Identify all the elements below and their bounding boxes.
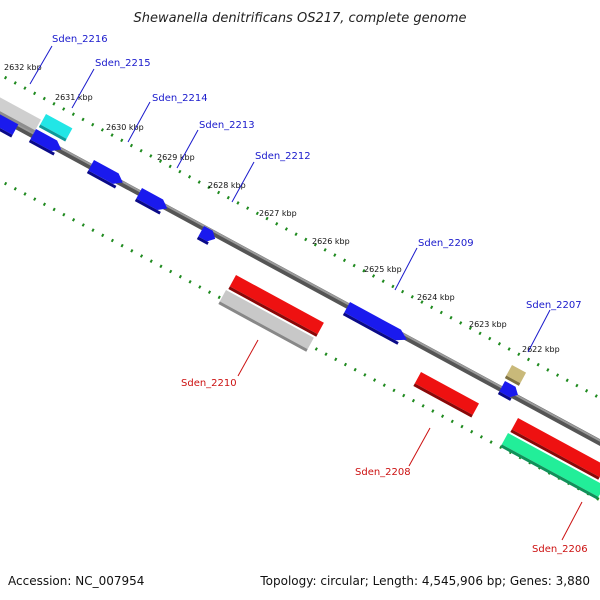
kbp-label: 2625 kbp — [364, 265, 402, 274]
outer-tick-row — [0, 72, 600, 398]
accession-text: Accession: NC_007954 — [8, 574, 144, 588]
leader-line — [128, 102, 150, 142]
gene-label-sden-2207[interactable]: Sden_2207 — [526, 300, 582, 311]
leader-line — [562, 502, 582, 540]
gene-blue-2[interactable] — [87, 160, 126, 190]
kbp-label: 2629 kbp — [157, 153, 195, 162]
gene-label-sden-2206[interactable]: Sden_2206 — [532, 544, 588, 555]
kbp-label: 2627 kbp — [259, 209, 297, 218]
gene-label-sden-2210[interactable]: Sden_2210 — [181, 378, 237, 389]
gene-label-sden-2215[interactable]: Sden_2215 — [95, 58, 151, 69]
gene-label-sden-2214[interactable]: Sden_2214 — [152, 93, 208, 104]
gene-label-sden-2209[interactable]: Sden_2209 — [418, 238, 474, 249]
leader-line — [72, 69, 94, 108]
gene-label-sden-2216[interactable]: Sden_2216 — [52, 34, 108, 45]
gene-label-sden-2212[interactable]: Sden_2212 — [255, 151, 311, 162]
genome-map: Shewanella denitrificans OS217, complete… — [0, 0, 600, 600]
gene-red-2[interactable] — [413, 372, 479, 418]
kbp-label: 2632 kbp — [4, 63, 42, 72]
kbp-label: 2623 kbp — [469, 320, 507, 329]
leader-line — [177, 130, 198, 168]
gene-blue-5[interactable] — [343, 302, 410, 348]
genome-summary-text: Topology: circular; Length: 4,545,906 bp… — [259, 574, 590, 588]
map-title: Shewanella denitrificans OS217, complete… — [134, 11, 467, 26]
forward-gene-labels: Sden_2216 Sden_2215 Sden_2214 Sden_2213 … — [30, 34, 582, 352]
leader-line — [238, 340, 258, 376]
kbp-label: 2628 kbp — [208, 181, 246, 190]
kbp-label: 2622 kbp — [522, 345, 560, 354]
kbp-label: 2626 kbp — [312, 237, 350, 246]
gene-label-sden-2213[interactable]: Sden_2213 — [199, 120, 255, 131]
leader-line — [409, 428, 430, 466]
kbp-label: 2624 kbp — [417, 293, 455, 302]
gene-blue-3[interactable] — [135, 188, 170, 216]
gene-label-sden-2208[interactable]: Sden_2208 — [355, 467, 411, 478]
kbp-label: 2631 kbp — [55, 93, 93, 102]
